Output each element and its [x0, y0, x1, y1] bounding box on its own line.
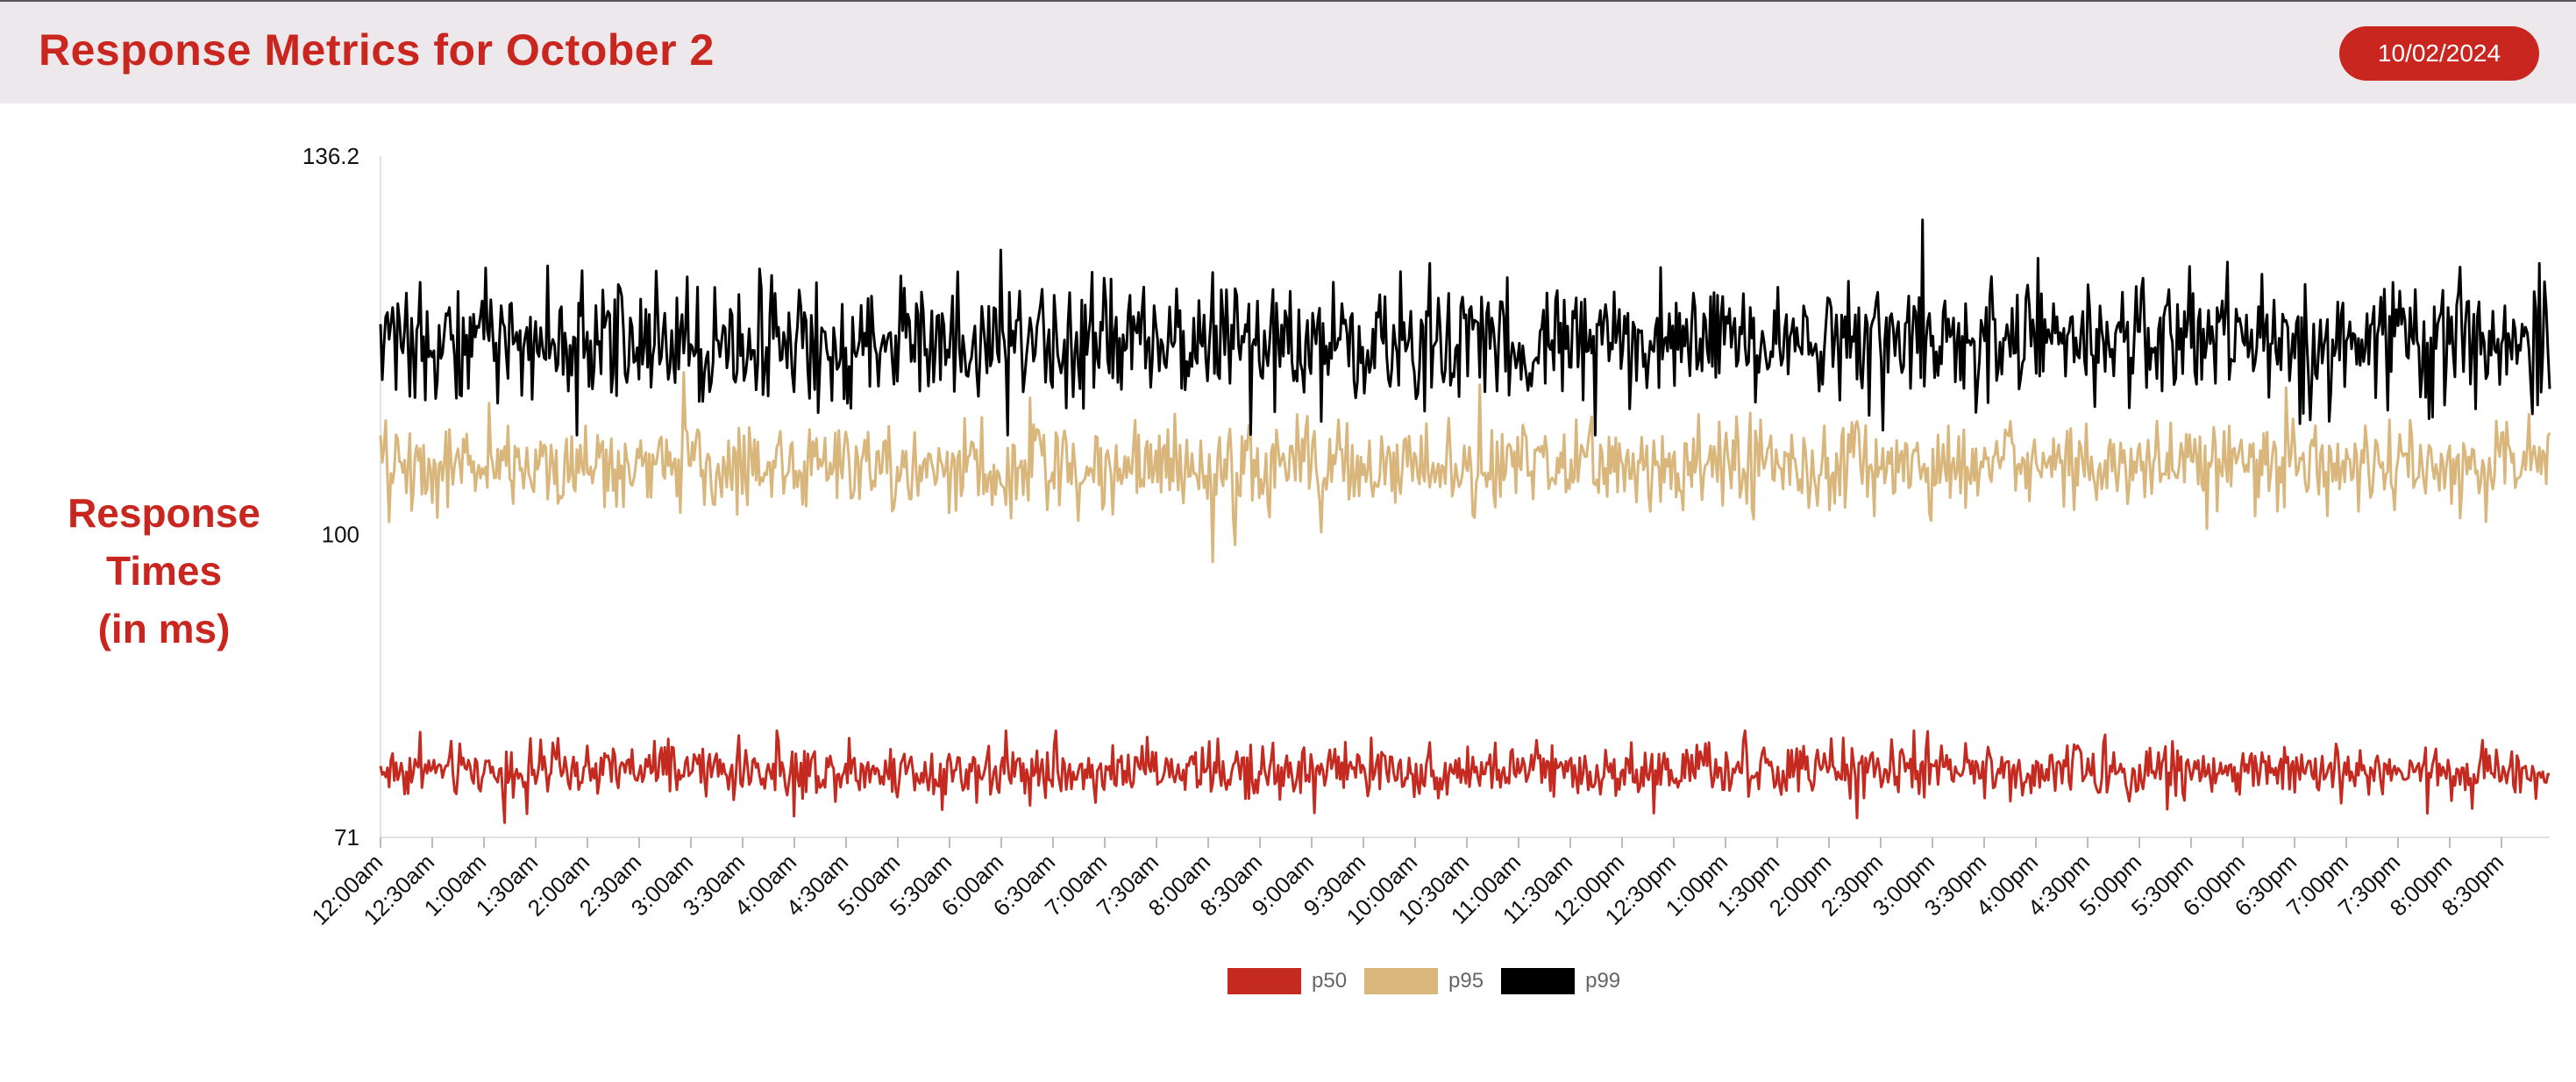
legend-label: p95: [1448, 969, 1484, 993]
legend-item-p50[interactable]: p50: [1228, 968, 1347, 994]
y-axis-title-line: (in ms): [97, 606, 231, 651]
y-axis-title: Response Times (in ms): [26, 484, 302, 658]
series-line-p99: [379, 218, 2551, 437]
legend-item-p95[interactable]: p95: [1364, 968, 1484, 994]
y-axis-title-line: Times: [105, 548, 223, 594]
header-bar: Response Metrics for October 2 10/02/202…: [0, 0, 2576, 103]
legend-label: p99: [1585, 969, 1621, 993]
date-badge[interactable]: 10/02/2024: [2339, 26, 2539, 81]
y-tick-label: 100: [322, 521, 359, 547]
legend: p50 p95 p99: [1228, 968, 1638, 994]
page-title: Response Metrics for October 2: [39, 25, 715, 75]
series-line-p95: [379, 371, 2551, 564]
legend-swatch-p50: [1228, 968, 1301, 994]
legend-swatch-p99: [1501, 968, 1576, 994]
y-tick-label: 136.2: [302, 143, 359, 169]
legend-label: p50: [1312, 969, 1348, 993]
legend-item-p99[interactable]: p99: [1501, 968, 1620, 994]
y-axis-title-line: Response: [68, 490, 260, 536]
legend-swatch-p95: [1364, 968, 1439, 994]
y-tick-label: 71: [334, 824, 359, 851]
series-line-p50: [379, 729, 2551, 824]
